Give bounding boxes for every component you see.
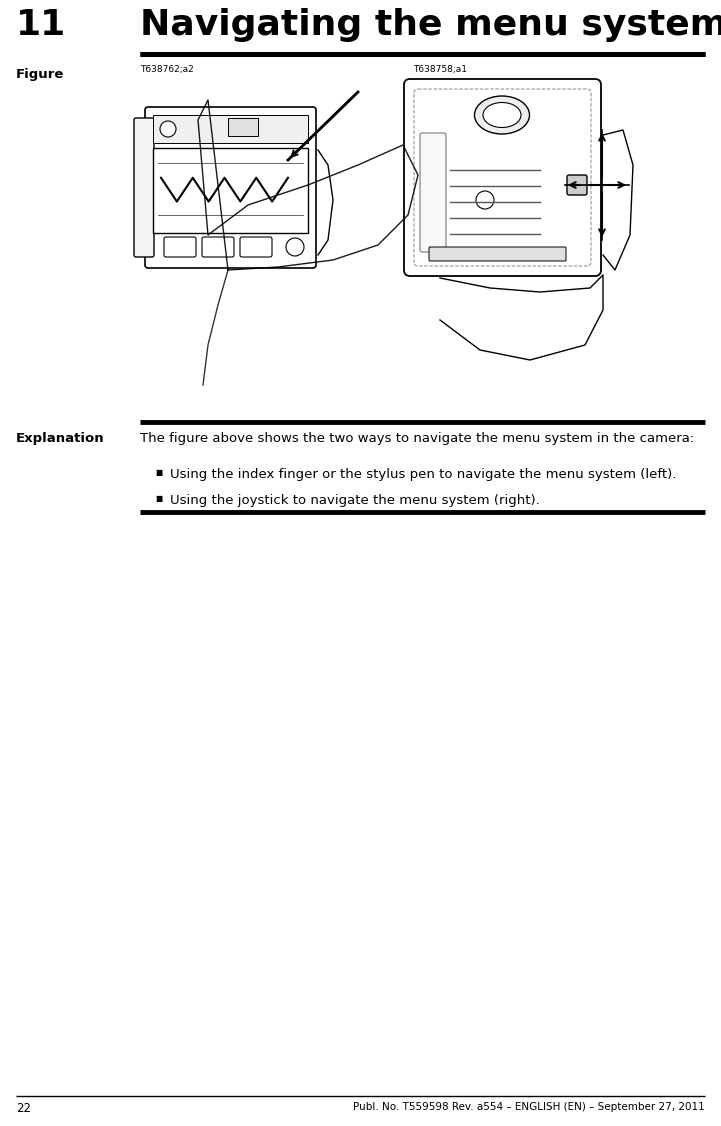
Text: ■: ■ bbox=[155, 494, 162, 503]
Ellipse shape bbox=[483, 102, 521, 127]
Circle shape bbox=[286, 238, 304, 256]
FancyBboxPatch shape bbox=[240, 236, 272, 257]
FancyBboxPatch shape bbox=[567, 175, 587, 195]
Text: T638762;a2: T638762;a2 bbox=[140, 65, 194, 74]
Text: Publ. No. T559598 Rev. a554 – ENGLISH (EN) – September 27, 2011: Publ. No. T559598 Rev. a554 – ENGLISH (E… bbox=[353, 1102, 705, 1112]
Text: 11: 11 bbox=[16, 8, 66, 42]
Text: T638758;a1: T638758;a1 bbox=[413, 65, 467, 74]
Polygon shape bbox=[603, 129, 633, 270]
FancyBboxPatch shape bbox=[134, 118, 154, 257]
Circle shape bbox=[160, 120, 176, 137]
Text: Using the joystick to navigate the menu system (right).: Using the joystick to navigate the menu … bbox=[170, 494, 540, 507]
FancyBboxPatch shape bbox=[202, 236, 234, 257]
Text: Using the index finger or the stylus pen to navigate the menu system (left).: Using the index finger or the stylus pen… bbox=[170, 468, 676, 481]
Circle shape bbox=[476, 191, 494, 209]
Text: Navigating the menu system: Navigating the menu system bbox=[140, 8, 721, 42]
Text: ■: ■ bbox=[155, 468, 162, 477]
FancyBboxPatch shape bbox=[404, 79, 601, 276]
FancyBboxPatch shape bbox=[164, 236, 196, 257]
Bar bbox=[153, 115, 308, 143]
FancyBboxPatch shape bbox=[145, 107, 316, 268]
Text: Figure: Figure bbox=[16, 68, 64, 81]
FancyBboxPatch shape bbox=[429, 247, 566, 261]
Ellipse shape bbox=[474, 96, 529, 134]
FancyBboxPatch shape bbox=[420, 133, 446, 252]
Text: 22: 22 bbox=[16, 1102, 31, 1115]
Bar bbox=[228, 118, 258, 136]
Text: Explanation: Explanation bbox=[16, 432, 105, 445]
Text: The figure above shows the two ways to navigate the menu system in the camera:: The figure above shows the two ways to n… bbox=[140, 432, 694, 445]
Bar bbox=[153, 148, 308, 233]
FancyBboxPatch shape bbox=[414, 89, 591, 266]
